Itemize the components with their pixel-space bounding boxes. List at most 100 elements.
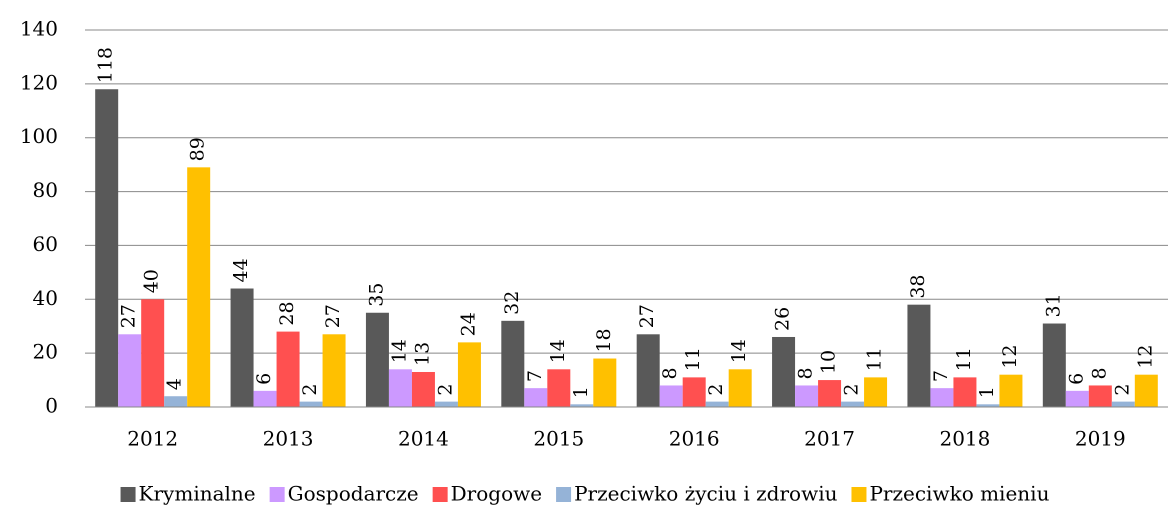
legend-label: Drogowe	[451, 482, 542, 506]
x-tick-label: 2013	[263, 427, 314, 451]
data-label: 14	[388, 339, 410, 363]
bar	[118, 334, 142, 407]
bar	[253, 390, 277, 407]
data-label: 31	[1042, 293, 1064, 317]
bar	[953, 377, 977, 407]
x-tick-label: 2012	[127, 427, 178, 451]
bar	[411, 371, 435, 407]
bar	[682, 377, 706, 407]
data-label: 44	[230, 258, 252, 282]
bar	[1065, 390, 1089, 407]
legend-swatch	[120, 487, 136, 502]
data-label: 12	[1134, 344, 1156, 368]
bar	[388, 369, 412, 407]
data-label: 6	[1065, 373, 1087, 385]
data-label: 11	[953, 347, 975, 371]
bar	[1134, 374, 1158, 407]
data-label: 8	[1088, 367, 1110, 379]
data-label: 1	[976, 386, 998, 398]
data-label: 14	[728, 339, 750, 363]
bar	[434, 401, 458, 407]
y-tick-label: 120	[20, 70, 58, 94]
bar	[930, 388, 954, 407]
y-tick-label: 0	[45, 394, 58, 418]
data-label: 4	[164, 378, 186, 390]
data-label: 2	[434, 384, 456, 396]
bar	[299, 401, 323, 407]
bar	[501, 320, 525, 407]
legend-swatch	[851, 487, 867, 502]
y-tick-label: 100	[20, 124, 58, 148]
data-label: 38	[907, 274, 929, 298]
bar	[1042, 323, 1066, 407]
data-label: 27	[322, 304, 344, 328]
legend-swatch	[269, 487, 285, 502]
bar	[841, 401, 865, 407]
data-label: 32	[501, 291, 523, 315]
legend-label: Kryminalne	[139, 482, 256, 506]
bar	[524, 388, 548, 407]
legend-swatch	[432, 487, 448, 502]
data-label: 10	[818, 350, 840, 374]
data-label: 6	[253, 373, 275, 385]
data-label: 1	[570, 386, 592, 398]
data-label: 13	[411, 342, 433, 366]
bar	[976, 404, 1000, 407]
bar	[728, 369, 752, 407]
bar	[1088, 385, 1112, 407]
data-label: 7	[524, 370, 546, 382]
y-tick-label: 60	[33, 232, 58, 256]
bar	[95, 89, 119, 407]
bar	[570, 404, 594, 407]
bar	[365, 312, 389, 407]
data-label: 27	[118, 304, 140, 328]
data-label: 89	[187, 137, 209, 161]
bar	[141, 299, 165, 407]
bar	[818, 380, 842, 407]
data-label: 118	[95, 47, 117, 83]
bar	[230, 288, 254, 407]
data-label: 14	[547, 339, 569, 363]
data-label: 2	[841, 384, 863, 396]
data-label: 7	[930, 370, 952, 382]
x-tick-label: 2017	[804, 427, 855, 451]
bar	[547, 369, 571, 407]
bar	[907, 304, 931, 407]
data-label: 11	[864, 347, 886, 371]
y-tick-label: 80	[33, 178, 58, 202]
x-tick-label: 2016	[669, 427, 720, 451]
data-label: 18	[593, 328, 615, 352]
legend-swatch	[556, 487, 572, 502]
data-label: 12	[999, 344, 1021, 368]
bar	[322, 334, 346, 407]
legend-label: Gospodarcze	[288, 482, 419, 506]
data-label: 2	[1111, 384, 1133, 396]
bar	[636, 334, 660, 407]
bar	[705, 401, 729, 407]
data-label: 35	[365, 283, 387, 307]
bar	[593, 358, 617, 407]
legend-label: Przeciwko życiu i zdrowiu	[574, 482, 838, 506]
x-tick-label: 2015	[533, 427, 584, 451]
legend-label: Przeciwko mieniu	[869, 482, 1049, 506]
data-label: 27	[636, 304, 658, 328]
bar	[795, 385, 819, 407]
bar	[864, 377, 888, 407]
data-label: 2	[299, 384, 321, 396]
data-label: 8	[659, 367, 681, 379]
y-tick-label: 20	[33, 340, 58, 364]
bar	[659, 385, 683, 407]
x-tick-label: 2014	[398, 427, 449, 451]
bar	[1111, 401, 1135, 407]
data-label: 26	[772, 307, 794, 331]
y-tick-label: 40	[33, 286, 58, 310]
data-label: 2	[705, 384, 727, 396]
bar	[999, 374, 1023, 407]
bar	[457, 342, 481, 407]
data-label: 24	[457, 312, 479, 336]
data-label: 8	[795, 367, 817, 379]
legend: Kryminalne Gospodarcze Drogowe Przeciwko ży…	[120, 482, 1050, 506]
bar	[772, 336, 796, 407]
data-label: 11	[682, 347, 704, 371]
